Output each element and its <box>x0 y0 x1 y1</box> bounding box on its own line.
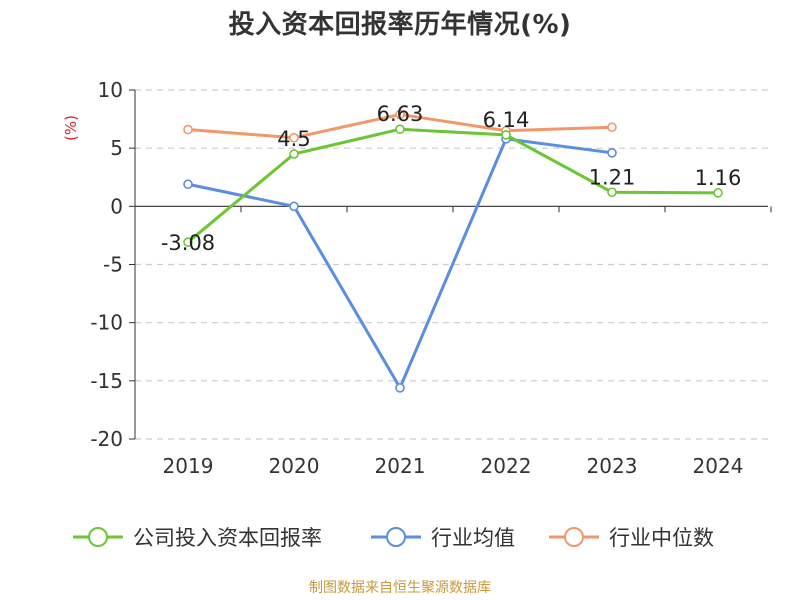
data-label: 6.14 <box>483 108 530 132</box>
data-point-industry_avg <box>395 383 405 393</box>
data-point-industry_avg <box>183 179 193 190</box>
y-tick-label: 0 <box>110 194 123 218</box>
chart-title: 投入资本回报率历年情况(%) <box>228 10 572 40</box>
x-tick-label: 2024 <box>693 454 744 478</box>
data-point-industry_median <box>607 122 617 133</box>
data-point-company <box>289 149 299 159</box>
legend-item-company: 公司投入资本回报率 <box>73 526 322 550</box>
legend-label: 行业均值 <box>431 526 515 550</box>
y-axis-unit-label: (%) <box>62 115 80 141</box>
legend-item-industry_avg: 行业均值 <box>371 526 515 550</box>
x-tick-label: 2019 <box>163 454 214 478</box>
data-point-company <box>713 188 723 198</box>
legend-marker <box>88 527 108 547</box>
source-footer: 制图数据来自恒生聚源数据库 <box>309 580 491 596</box>
data-label: 4.5 <box>277 127 310 151</box>
y-axis-unit: (%) <box>62 115 80 141</box>
data-label: 1.21 <box>589 165 636 189</box>
data-point-industry_median <box>395 109 405 120</box>
data-point-industry_median <box>183 124 193 135</box>
y-tick-label: -10 <box>90 311 123 335</box>
data-point-company <box>501 130 511 140</box>
legend-item-industry_median: 行业中位数 <box>549 526 714 550</box>
data-point-company <box>607 187 617 198</box>
data-labels: -3.08 4.5 6.63 6.14 1.21 1.16 <box>161 102 742 255</box>
x-tick-label: 2022 <box>481 454 532 478</box>
legend-label: 公司投入资本回报率 <box>133 526 322 550</box>
y-tick-label: 5 <box>110 136 123 160</box>
data-point-company <box>395 124 405 135</box>
data-point-industry_avg <box>607 148 617 158</box>
legend-marker <box>564 527 584 547</box>
y-tick-label: -20 <box>90 427 123 451</box>
y-tick-label: -5 <box>103 253 123 277</box>
y-tick-label: 10 <box>98 78 123 102</box>
data-label: -3.08 <box>161 231 215 255</box>
legend-label: 行业中位数 <box>609 526 714 550</box>
data-point-company <box>183 237 193 247</box>
data-label: 1.16 <box>695 166 742 190</box>
data-point-industry_avg <box>289 201 299 212</box>
axes: 10 5 0 -5 -10 -15 -20 2019 2020 2021 2022 2023 2024 <box>90 78 772 478</box>
legend: 公司投入资本回报率 行业均值 行业中位数 <box>73 526 714 550</box>
data-point-industry_median <box>289 132 299 143</box>
series-lines <box>183 109 723 393</box>
legend-marker <box>386 527 406 547</box>
x-tick-label: 2023 <box>587 454 638 478</box>
series-line-industry_avg <box>187 137 613 390</box>
x-tick-label: 2021 <box>375 454 426 478</box>
y-tick-label: -15 <box>90 369 123 393</box>
x-tick-label: 2020 <box>269 454 320 478</box>
series-line-company <box>187 127 719 244</box>
data-label: 6.63 <box>377 102 424 126</box>
